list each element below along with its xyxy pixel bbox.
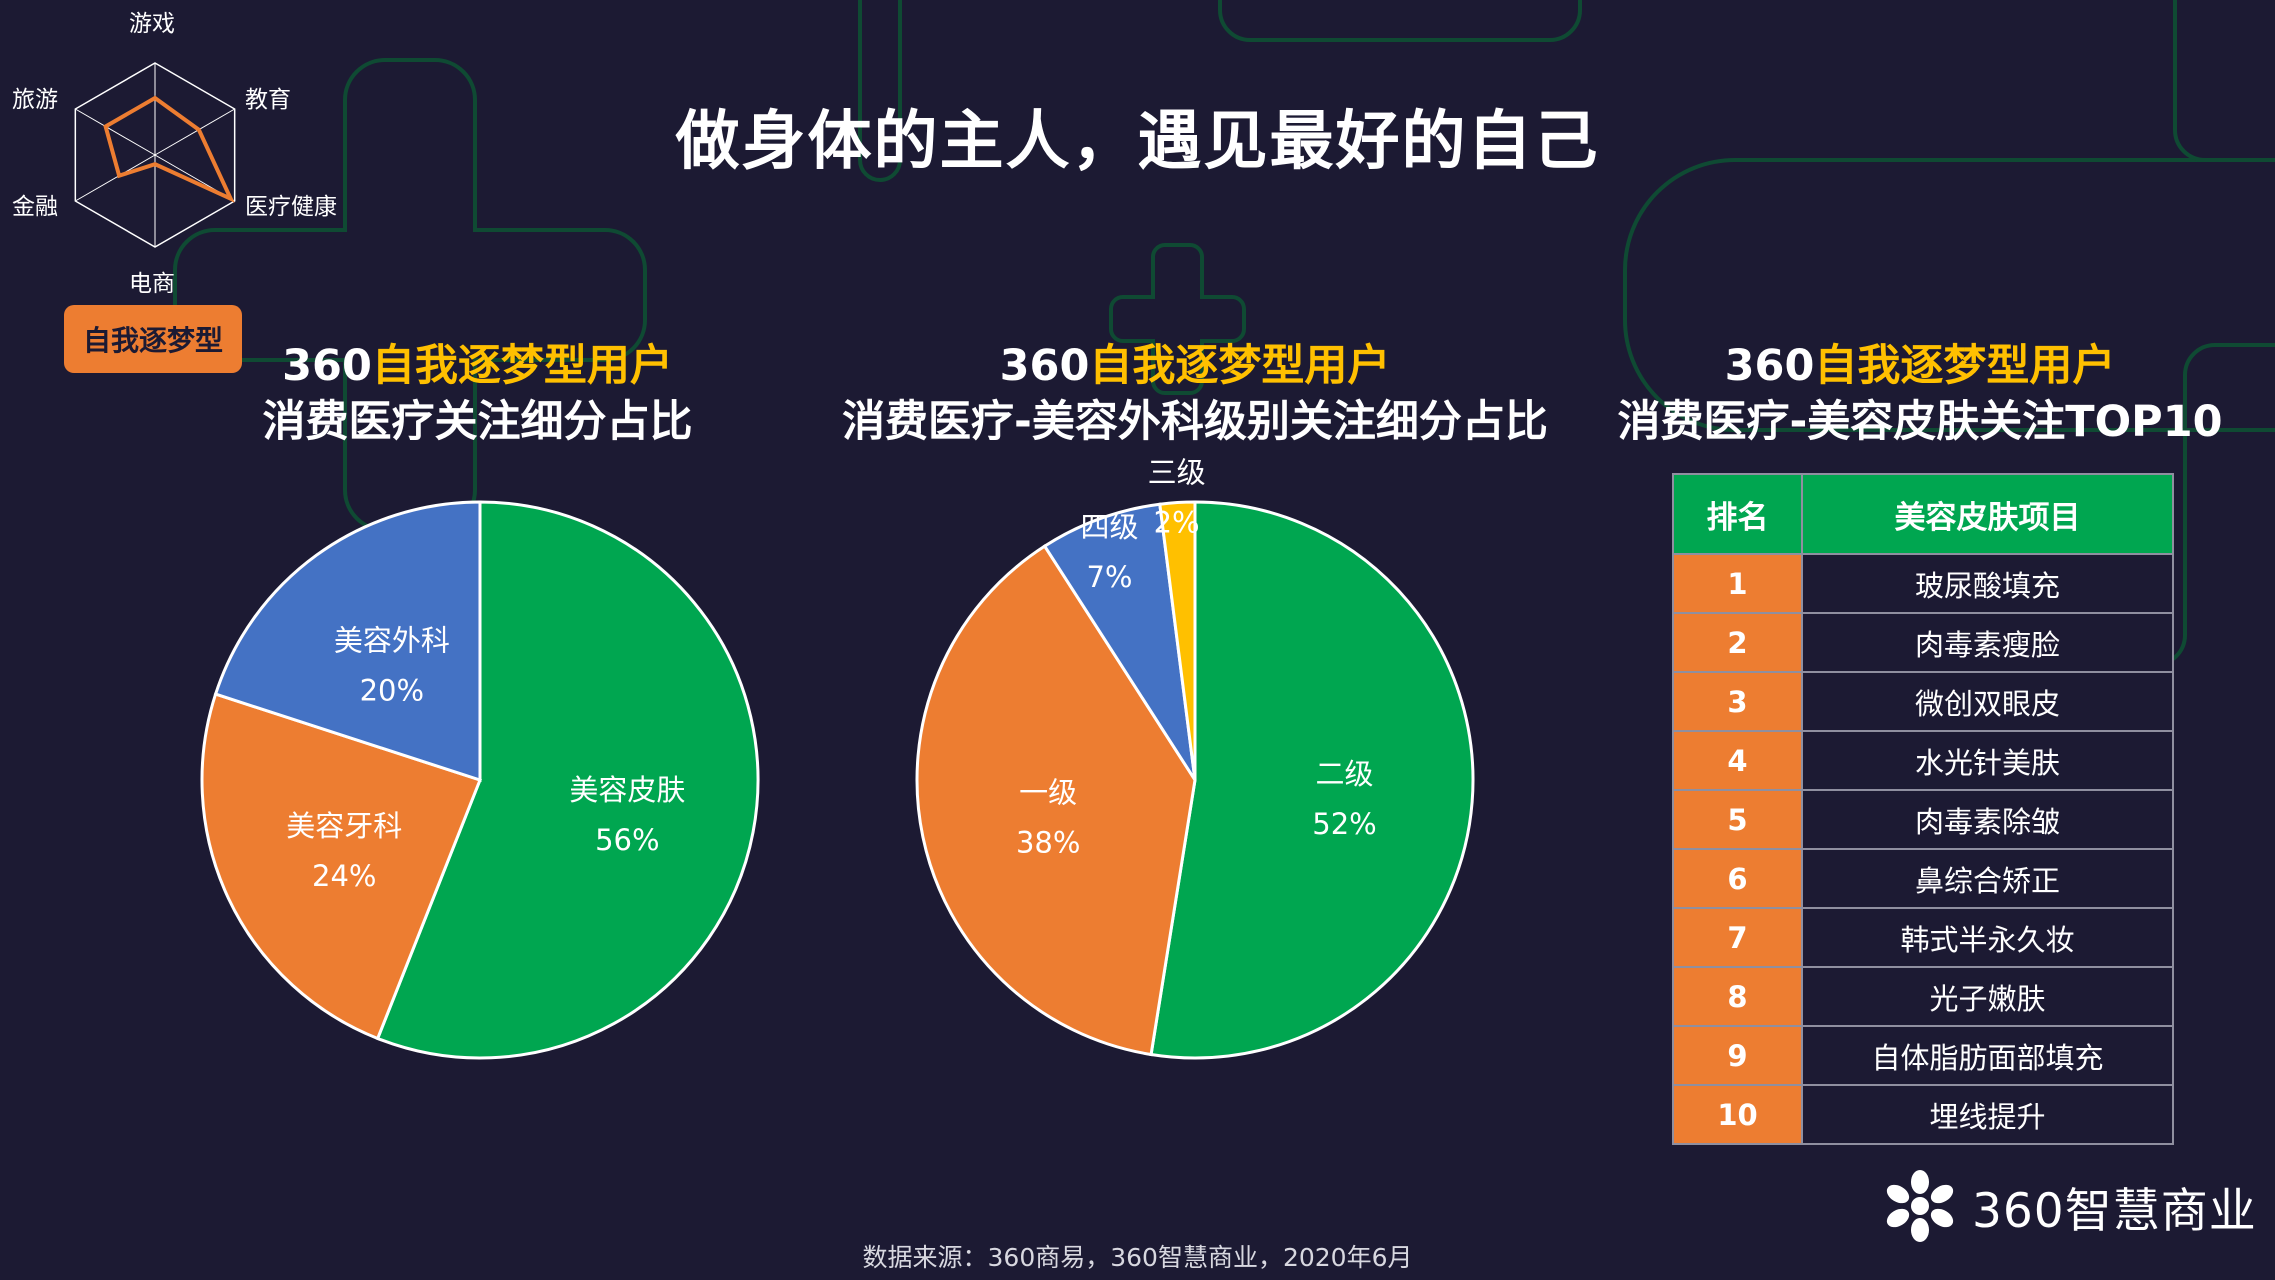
segment-badge: 自我逐梦型 <box>64 305 242 373</box>
table-row: 6 鼻综合矫正 <box>1672 848 2174 909</box>
chart1-title-main: 消费医疗关注细分占比 <box>262 397 693 447</box>
slice-label: 美容皮肤 <box>569 773 685 807</box>
radar-axis <box>154 108 235 156</box>
slice-label: 美容牙科 <box>286 809 402 843</box>
item-cell: 水光针美肤 <box>1801 730 2174 791</box>
slice-label: 美容外科 <box>334 624 450 658</box>
table-row: 10 埋线提升 <box>1672 1084 2174 1145</box>
rank-cell: 9 <box>1672 1025 1803 1086</box>
radar-label-game: 游戏 <box>129 11 175 37</box>
brand-logo: 360智慧商业 <box>1880 1168 2260 1244</box>
item-cell: 玻尿酸填充 <box>1801 553 2174 614</box>
slice-label: 三级 <box>1148 456 1206 490</box>
rank-cell: 2 <box>1672 612 1803 673</box>
item-cell: 鼻综合矫正 <box>1801 848 2174 909</box>
radar-label-medical: 医疗健康 <box>245 194 337 220</box>
chart1-title: 360自我逐梦型用户 消费医疗关注细分占比 <box>150 338 805 450</box>
chart2-title: 360自我逐梦型用户 消费医疗-美容外科级别关注细分占比 <box>800 338 1590 450</box>
radar-axis <box>75 154 156 202</box>
chart1-title-accent: 360自我逐梦型用户 <box>282 341 673 391</box>
pie-slice <box>1042 502 1197 781</box>
logo-icon <box>1886 1170 1954 1242</box>
rank-cell: 5 <box>1672 789 1803 850</box>
slice-label: 二级 <box>1316 757 1374 791</box>
rank-cell: 8 <box>1672 966 1803 1027</box>
rank-cell: 3 <box>1672 671 1803 732</box>
bg-small-plus-shape <box>1109 243 1246 395</box>
rank-cell: 4 <box>1672 730 1803 791</box>
title-number: 360 <box>1724 341 1815 391</box>
chart3-title-accent: 360自我逐梦型用户 <box>1725 341 2116 391</box>
pie-slice <box>213 500 482 783</box>
item-cell: 肉毒素瘦脸 <box>1801 612 2174 673</box>
rank-cell: 1 <box>1672 553 1803 614</box>
chart3-title-main: 消费医疗-美容皮肤关注TOP10 <box>1617 397 2223 447</box>
item-cell: 光子嫩肤 <box>1801 966 2174 1027</box>
rank-cell: 6 <box>1672 848 1803 909</box>
slice-value-label: 56% <box>595 823 659 857</box>
slice-value-label: 24% <box>312 859 376 893</box>
slice-value-label: 7% <box>1086 560 1132 594</box>
pie-chart-1: 美容皮肤 56% 美容牙科 24% 美容外科 20% <box>200 500 760 1060</box>
item-cell: 肉毒素除皱 <box>1801 789 2174 850</box>
table-row: 5 肉毒素除皱 <box>1672 789 2174 850</box>
page-title: 做身体的主人，遇见最好的自己 <box>675 105 1600 179</box>
radar-shape <box>103 95 235 203</box>
table-row: 8 光子嫩肤 <box>1672 966 2174 1027</box>
chart2-title-main: 消费医疗-美容外科级别关注细分占比 <box>842 397 1548 447</box>
top10-table: 排名 美容皮肤项目 1 玻尿酸填充 2 肉毒素瘦脸 3 微创双眼皮 4 水光针美肤 5 肉毒素除皱… <box>1672 473 2174 1145</box>
chart3-title: 360自我逐梦型用户 消费医疗-美容皮肤关注TOP10 <box>1600 338 2240 450</box>
title-number: 360 <box>999 341 1090 391</box>
slice-value-label: 52% <box>1312 807 1376 841</box>
item-cell: 埋线提升 <box>1801 1084 2174 1145</box>
radar-label-finance: 金融 <box>12 194 58 220</box>
slice-label: 一级 <box>1019 776 1077 810</box>
item-cell: 微创双眼皮 <box>1801 671 2174 732</box>
title-accent-text: 自我逐梦型用户 <box>1089 341 1391 391</box>
pie-slice <box>200 692 482 1041</box>
rank-cell: 10 <box>1672 1084 1803 1145</box>
interest-radar-chart <box>74 62 236 248</box>
logo-text: 360智慧商业 <box>1972 1183 2257 1239</box>
slice-value-label: 2% <box>1154 506 1200 540</box>
pie-slice <box>375 500 760 1060</box>
table-row: 2 肉毒素瘦脸 <box>1672 612 2174 673</box>
title-accent-text: 自我逐梦型用户 <box>1814 341 2116 391</box>
pie-slice <box>1158 500 1197 781</box>
pie-chart-2: 二级 52% 一级 38% 四级 7% 三级 2% <box>915 456 1475 1060</box>
slice-value-label: 20% <box>360 674 424 708</box>
item-cell: 自体脂肪面部填充 <box>1801 1025 2174 1086</box>
title-number: 360 <box>282 341 372 391</box>
table-header-item: 美容皮肤项目 <box>1801 473 2174 555</box>
radar-label-travel: 旅游 <box>12 87 58 113</box>
radar-axis <box>75 108 156 156</box>
table-row: 9 自体脂肪面部填充 <box>1672 1025 2174 1086</box>
title-accent-text: 自我逐梦型用户 <box>371 341 673 391</box>
table-row: 4 水光针美肤 <box>1672 730 2174 791</box>
chart2-title-accent: 360自我逐梦型用户 <box>1000 341 1391 391</box>
slice-label: 四级 <box>1080 510 1138 544</box>
radar-label-education: 教育 <box>245 87 291 113</box>
item-cell: 韩式半永久妆 <box>1801 907 2174 968</box>
table-row: 7 韩式半永久妆 <box>1672 907 2174 968</box>
pie-slice <box>1149 500 1475 1060</box>
radar-label-ecommerce: 电商 <box>129 271 175 297</box>
table-row: 1 玻尿酸填充 <box>1672 553 2174 614</box>
table-header-row: 排名 美容皮肤项目 <box>1672 473 2174 555</box>
rank-cell: 7 <box>1672 907 1803 968</box>
table-header-rank: 排名 <box>1672 473 1803 555</box>
table-row: 3 微创双眼皮 <box>1672 671 2174 732</box>
slice-value-label: 38% <box>1016 826 1080 860</box>
data-source-note: 数据来源：360商易，360智慧商业，2020年6月 <box>862 1243 1413 1272</box>
